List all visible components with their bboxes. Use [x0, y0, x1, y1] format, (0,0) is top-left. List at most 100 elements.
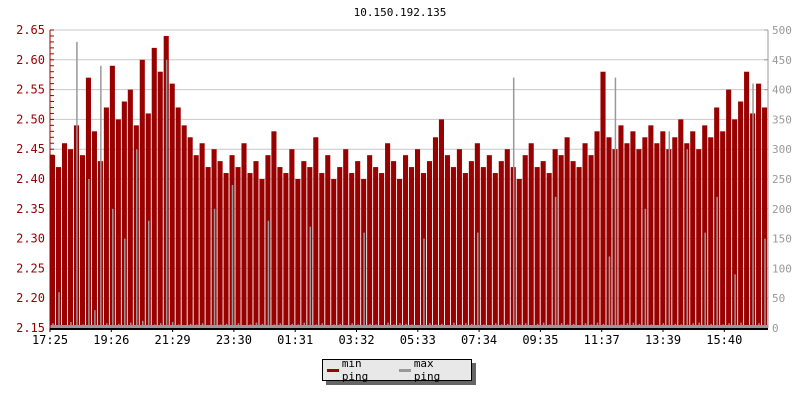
x-tick-label: 13:39 [645, 333, 681, 347]
y-right-tick-label: 100 [772, 262, 792, 275]
min-ping-bar [636, 149, 642, 328]
y-right-tick-label: 300 [772, 143, 792, 156]
min-ping-bar [373, 167, 379, 328]
x-tick-label: 09:35 [522, 333, 558, 347]
min-ping-bar [582, 143, 588, 328]
min-ping-bar [468, 161, 474, 328]
min-ping-bar [277, 167, 283, 328]
legend-item-max-ping: max ping [399, 357, 466, 383]
min-ping-bar [157, 71, 163, 328]
y-left-tick-label: 2.15 [16, 321, 45, 335]
min-ping-bar [498, 161, 504, 328]
min-ping-bar [283, 173, 289, 328]
legend-item-min-ping: min ping [327, 357, 394, 383]
min-ping-bar [528, 143, 534, 328]
min-ping-bar [558, 155, 564, 328]
min-ping-bar [127, 89, 133, 328]
min-ping-bar [355, 161, 361, 328]
min-ping-bar [61, 143, 68, 328]
y-left-tick-label: 2.25 [16, 261, 45, 275]
min-ping-bar [325, 155, 331, 328]
min-ping-bar [217, 161, 223, 328]
min-ping-bar [151, 47, 157, 328]
min-ping-bar [588, 155, 594, 328]
x-tick-label: 01:31 [277, 333, 313, 347]
min-ping-bar [486, 155, 492, 328]
min-ping-bar [678, 119, 684, 329]
min-ping-bar [744, 71, 750, 328]
x-tick-label: 15:40 [706, 333, 742, 347]
min-ping-bar [187, 137, 193, 328]
min-ping-bar [672, 137, 678, 328]
min-ping-bar [235, 167, 241, 328]
min-ping-bar [397, 179, 403, 328]
min-ping-bar [708, 137, 714, 328]
min-ping-bar [319, 173, 325, 328]
min-ping-bar [732, 119, 738, 329]
y-right-tick-label: 350 [772, 113, 792, 126]
x-tick-label: 03:32 [338, 333, 374, 347]
min-ping-bar [648, 125, 654, 328]
y-right-tick-label: 450 [772, 54, 792, 67]
min-ping-bar [109, 65, 115, 328]
min-ping-bar [115, 119, 121, 329]
x-tick-label: 23:30 [216, 333, 252, 347]
y-right-tick-label: 200 [772, 203, 792, 216]
y-left-tick-label: 2.45 [16, 142, 45, 156]
min-ping-bar [169, 83, 175, 328]
y-right-tick-label: 150 [772, 233, 792, 246]
min-ping-bar [432, 137, 439, 328]
x-tick-label: 21:29 [155, 333, 191, 347]
y-left-tick-label: 2.30 [16, 232, 45, 246]
min-ping-bar [450, 167, 456, 328]
min-ping-bar [702, 125, 708, 328]
legend-label-min-ping: min ping [341, 357, 369, 383]
min-ping-bar [426, 161, 433, 328]
min-ping-bar [480, 167, 486, 328]
min-ping-bar [414, 149, 421, 328]
min-ping-bar [205, 167, 211, 328]
min-ping-bar [534, 167, 540, 328]
min-ping-bar [696, 149, 702, 328]
y-left-tick-label: 2.35 [16, 202, 45, 216]
min-ping-bar [564, 137, 570, 328]
min-ping-bar [379, 173, 385, 328]
min-ping-bar [271, 131, 277, 328]
x-tick-label: 05:33 [400, 333, 436, 347]
legend: min ping max ping [322, 357, 472, 383]
min-ping-bar [337, 167, 343, 328]
y-right-tick-label: 250 [772, 173, 792, 186]
min-ping-bar [516, 179, 522, 328]
min-ping-bar [385, 143, 391, 328]
min-ping-bar [409, 167, 415, 328]
min-ping-bar [756, 83, 762, 328]
x-tick-label: 19:26 [93, 333, 129, 347]
min-ping-bar [606, 137, 612, 328]
y-left-tick-label: 2.50 [16, 112, 45, 126]
min-ping-bar [660, 131, 666, 328]
x-tick-label: 11:37 [584, 333, 620, 347]
min-ping-bar [139, 59, 145, 329]
min-ping-bar [504, 149, 510, 328]
min-ping-bar [193, 155, 199, 328]
x-tick-label: 07:34 [461, 333, 497, 347]
min-ping-bar [343, 149, 349, 328]
y-left-tick-label: 2.20 [16, 291, 45, 305]
min-ping-bar [403, 155, 409, 328]
min-ping-bar [444, 155, 450, 328]
min-ping-bar [546, 173, 552, 328]
min-ping-bar [103, 107, 109, 328]
min-ping-bar [91, 131, 97, 328]
min-ping-bar [726, 89, 732, 328]
min-ping-bar [313, 137, 319, 328]
min-ping-bar [624, 143, 630, 328]
min-ping-bar [367, 155, 373, 328]
min-ping-bar [540, 161, 546, 328]
y-left-tick-label: 2.65 [16, 23, 45, 37]
min-ping-bar [175, 107, 181, 328]
min-ping-bar [241, 143, 247, 328]
min-ping-bar [259, 179, 265, 328]
min-ping-bar [462, 173, 468, 328]
